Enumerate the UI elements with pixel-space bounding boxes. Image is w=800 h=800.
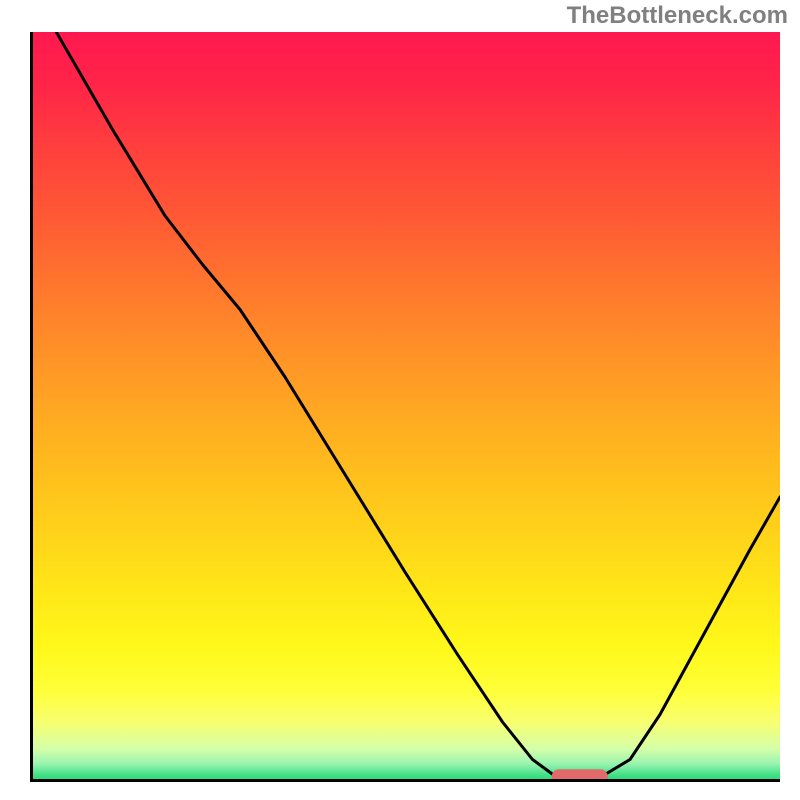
gradient-background: [30, 32, 780, 782]
chart-svg: [30, 32, 780, 782]
chart-container: TheBottleneck.com: [0, 0, 800, 800]
plot-area: [30, 32, 780, 782]
watermark-text: TheBottleneck.com: [567, 2, 788, 30]
